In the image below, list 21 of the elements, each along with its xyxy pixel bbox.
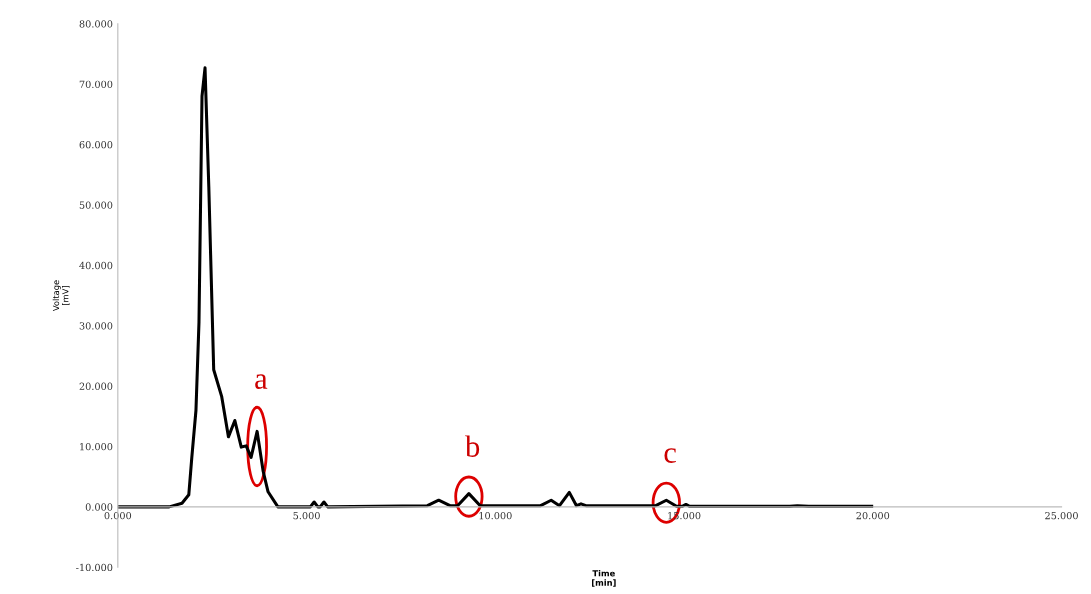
- x-tick-label: 5.000: [293, 511, 320, 520]
- y-tick-label: -10.000: [76, 563, 113, 572]
- y-tick-label: 50.000: [79, 201, 113, 209]
- y-tick-label: 0.000: [85, 503, 113, 511]
- y-tick-label: 80.000: [79, 20, 113, 28]
- annotation: c: [664, 448, 676, 463]
- x-tick-label: 25.000: [1045, 511, 1078, 520]
- x-tick-label: 0.000: [104, 511, 132, 520]
- y-tick-label: 60.000: [79, 141, 113, 149]
- annotation: b: [465, 435, 480, 457]
- x-axis-title: Time [min]: [592, 569, 616, 587]
- y-tick-label: 30.000: [79, 322, 113, 330]
- y-tick-label: 40.000: [79, 261, 113, 270]
- y-tick-label: 70.000: [79, 80, 113, 88]
- annotation: a: [255, 374, 268, 389]
- y-axis-title: Voltage [mV]: [52, 280, 70, 312]
- line-series: [117, 66, 874, 509]
- x-tick-label: 10.000: [479, 511, 512, 520]
- x-tick-label: 20.000: [856, 511, 890, 520]
- y-tick-label: 10.000: [80, 442, 113, 451]
- y-tick-label: 20.000: [79, 382, 113, 390]
